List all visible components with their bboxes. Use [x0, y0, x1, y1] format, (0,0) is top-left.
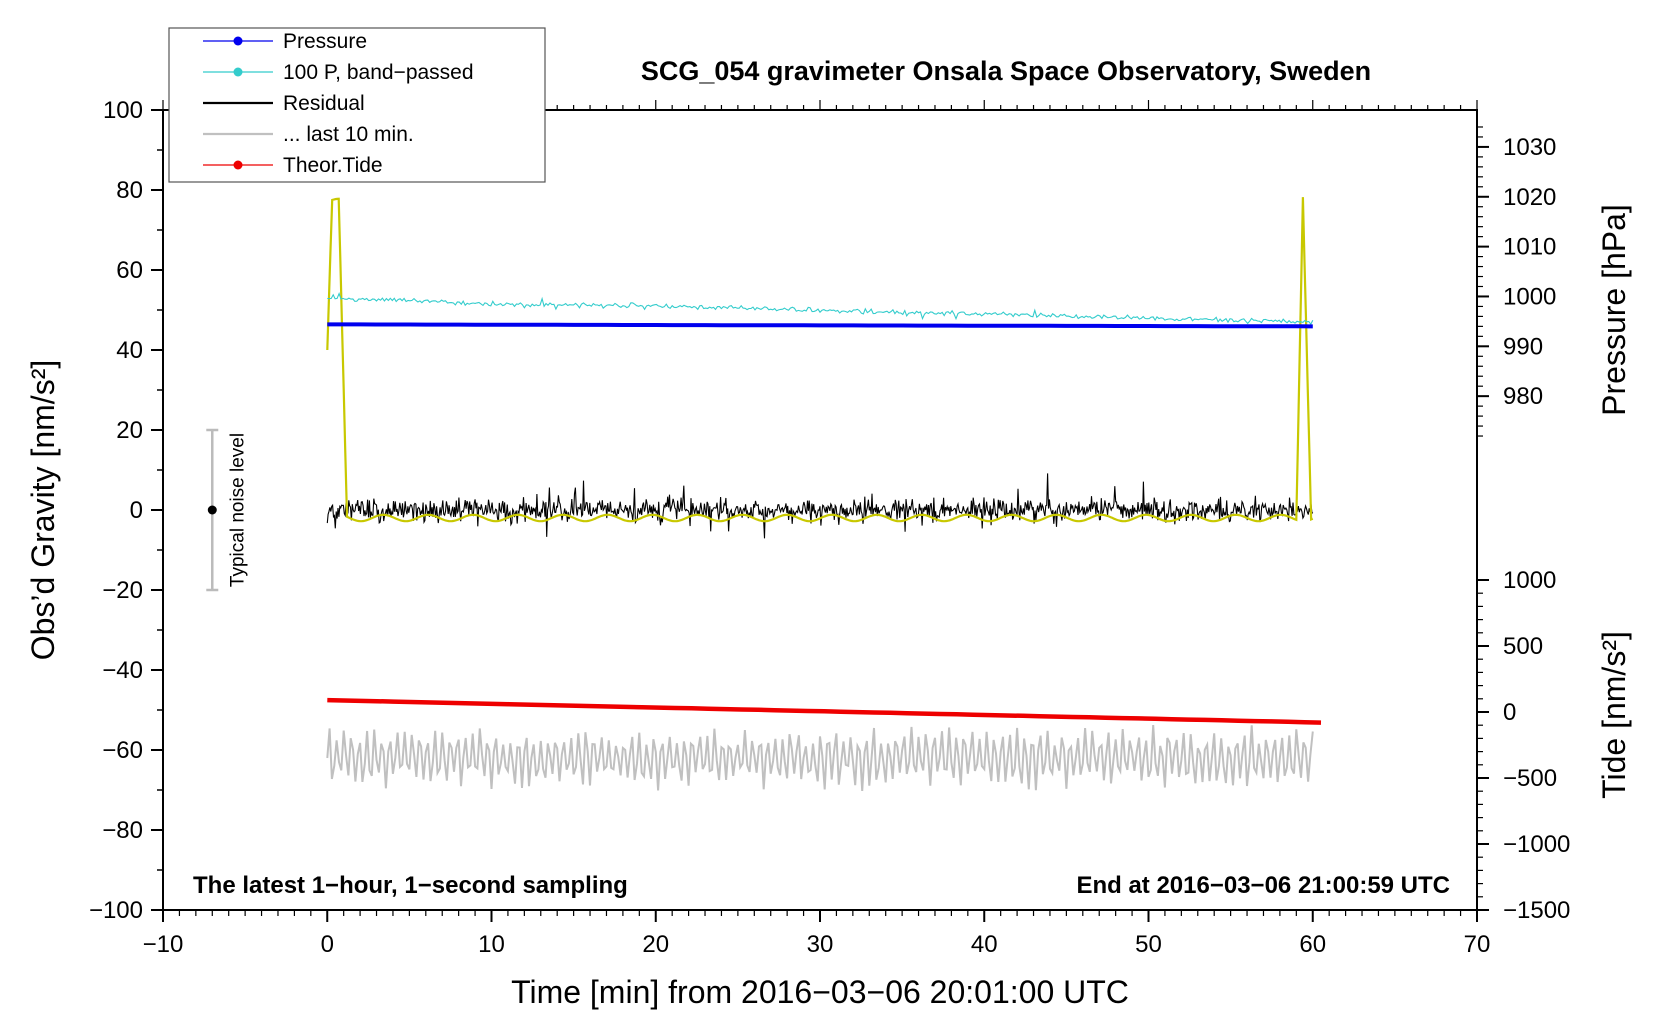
x-tick-label: −10 — [143, 931, 184, 958]
noise-level-label: Typical noise level — [227, 433, 248, 587]
y-tick-label: 60 — [116, 257, 143, 284]
legend-swatch-marker — [233, 67, 243, 77]
y-tick-label: −40 — [102, 657, 143, 684]
legend-swatch-marker — [233, 36, 243, 46]
tide-axis-ticks: −1500 −1000 −500 0 500 1000 — [1477, 567, 1570, 924]
x-tick-label: 20 — [642, 931, 669, 958]
y-tick-label: 40 — [116, 337, 143, 364]
x-tick-label: 0 — [321, 931, 334, 958]
filtered-residual-series-line — [326, 197, 1314, 523]
legend-label: Pressure — [283, 30, 367, 53]
tide-tick-label: 500 — [1503, 633, 1543, 660]
end-time-note: End at 2016−03−06 21:00:59 UTC — [1076, 872, 1450, 899]
band-passed-pressure-series-line — [327, 292, 1314, 326]
noise-bar-center-dot — [207, 505, 217, 515]
chart-title: SCG_054 gravimeter Onsala Space Observat… — [641, 56, 1371, 86]
theoretical-tide-series-line — [327, 697, 1322, 725]
tide-tick-label: −1000 — [1503, 831, 1570, 858]
y-axis-title-pressure: Pressure [hPa] — [1596, 204, 1632, 416]
pressure-tick-label: 1030 — [1503, 134, 1556, 161]
last-10-min-series-line — [326, 724, 1314, 792]
legend-label: 100 P, band−passed — [283, 61, 474, 84]
y-tick-label: −60 — [102, 737, 143, 764]
bottom-axis-ticks: −10 0 10 20 30 40 50 60 70 — [143, 910, 1491, 958]
left-axis-ticks: −100 −80 −60 −40 −20 0 20 40 60 80 100 — [89, 97, 163, 924]
y-tick-label: 0 — [130, 497, 143, 524]
y-tick-label: 20 — [116, 417, 143, 444]
tide-tick-label: 0 — [1503, 699, 1516, 726]
pressure-tick-label: 1010 — [1503, 234, 1556, 261]
tide-tick-label: −500 — [1503, 765, 1557, 792]
pressure-series-line — [327, 322, 1313, 329]
y-tick-label: −20 — [102, 577, 143, 604]
pressure-tick-label: 990 — [1503, 333, 1543, 360]
x-tick-label: 50 — [1135, 931, 1162, 958]
x-axis-title: Time [min] from 2016−03−06 20:01:00 UTC — [511, 974, 1129, 1010]
y-tick-label: −80 — [102, 817, 143, 844]
x-tick-label: 70 — [1464, 931, 1491, 958]
residual-series-line — [326, 473, 1314, 539]
y-tick-label: −100 — [89, 897, 143, 924]
sampling-note: The latest 1−hour, 1−second sampling — [193, 872, 628, 899]
y-tick-label: 80 — [116, 177, 143, 204]
pressure-tick-label: 1000 — [1503, 283, 1556, 310]
legend-swatch-marker — [233, 160, 243, 170]
y-axis-title-gravity: Obs’d Gravity [nm/s²] — [25, 360, 61, 661]
x-tick-label: 30 — [807, 931, 834, 958]
legend: Pressure 100 P, band−passed Residual ... la… — [168, 27, 546, 183]
legend-label: ... last 10 min. — [283, 123, 414, 146]
pressure-tick-label: 980 — [1503, 383, 1543, 410]
pressure-axis-ticks: 980 990 1000 1010 1020 1030 — [1477, 126, 1556, 437]
tide-tick-label: 1000 — [1503, 567, 1556, 594]
series-layer — [326, 197, 1322, 792]
x-tick-label: 10 — [478, 931, 505, 958]
legend-label: Theor.Tide — [283, 154, 383, 177]
legend-label: Residual — [283, 92, 365, 115]
noise-level-bar — [206, 428, 219, 592]
y-axis-title-tide: Tide [nm/s²] — [1596, 631, 1632, 799]
y-tick-label: 100 — [103, 97, 143, 124]
pressure-tick-label: 1020 — [1503, 184, 1556, 211]
x-tick-label: 40 — [971, 931, 998, 958]
legend-box — [168, 27, 546, 183]
x-tick-label: 60 — [1299, 931, 1326, 958]
tide-tick-label: −1500 — [1503, 897, 1570, 924]
